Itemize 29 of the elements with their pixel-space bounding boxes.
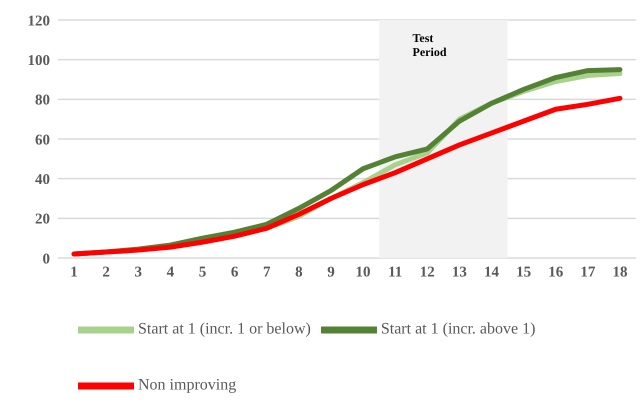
- x-tick-label: 3: [134, 264, 142, 281]
- y-tick-label: 20: [35, 212, 50, 228]
- legend-label: Start at 1 (incr. above 1): [380, 320, 536, 338]
- y-tick-label: 0: [42, 251, 50, 268]
- x-tick-label: 8: [295, 264, 303, 281]
- x-tick-label: 12: [420, 264, 435, 281]
- x-tick-label: 1: [70, 264, 78, 281]
- legend-label: Start at 1 (incr. 1 or below): [138, 320, 311, 338]
- x-tick-label: 14: [484, 264, 500, 281]
- y-tick-label: 100: [28, 52, 50, 69]
- x-tick-label: 9: [327, 264, 335, 281]
- x-tick-label: 2: [102, 264, 110, 281]
- x-tick-label: 11: [388, 264, 402, 281]
- y-tick-label: 60: [35, 132, 50, 148]
- x-tick-label: 5: [198, 264, 206, 281]
- x-tick-label: 18: [612, 264, 628, 281]
- x-tick-label: 10: [356, 264, 371, 281]
- band-label: Test Period: [412, 31, 447, 59]
- y-tick-label: 120: [28, 13, 50, 30]
- y-tick-label: 40: [35, 172, 50, 188]
- y-tick-label: 80: [35, 92, 50, 109]
- x-tick-label: 6: [230, 264, 239, 281]
- legend-label: Non improving: [138, 376, 236, 394]
- x-tick-label: 4: [166, 264, 175, 281]
- x-tick-label: 17: [580, 264, 596, 281]
- x-tick-label: 13: [452, 264, 467, 281]
- x-tick-label: 15: [516, 264, 532, 281]
- x-tick-label: 16: [548, 264, 564, 281]
- x-tick-label: 7: [262, 264, 271, 281]
